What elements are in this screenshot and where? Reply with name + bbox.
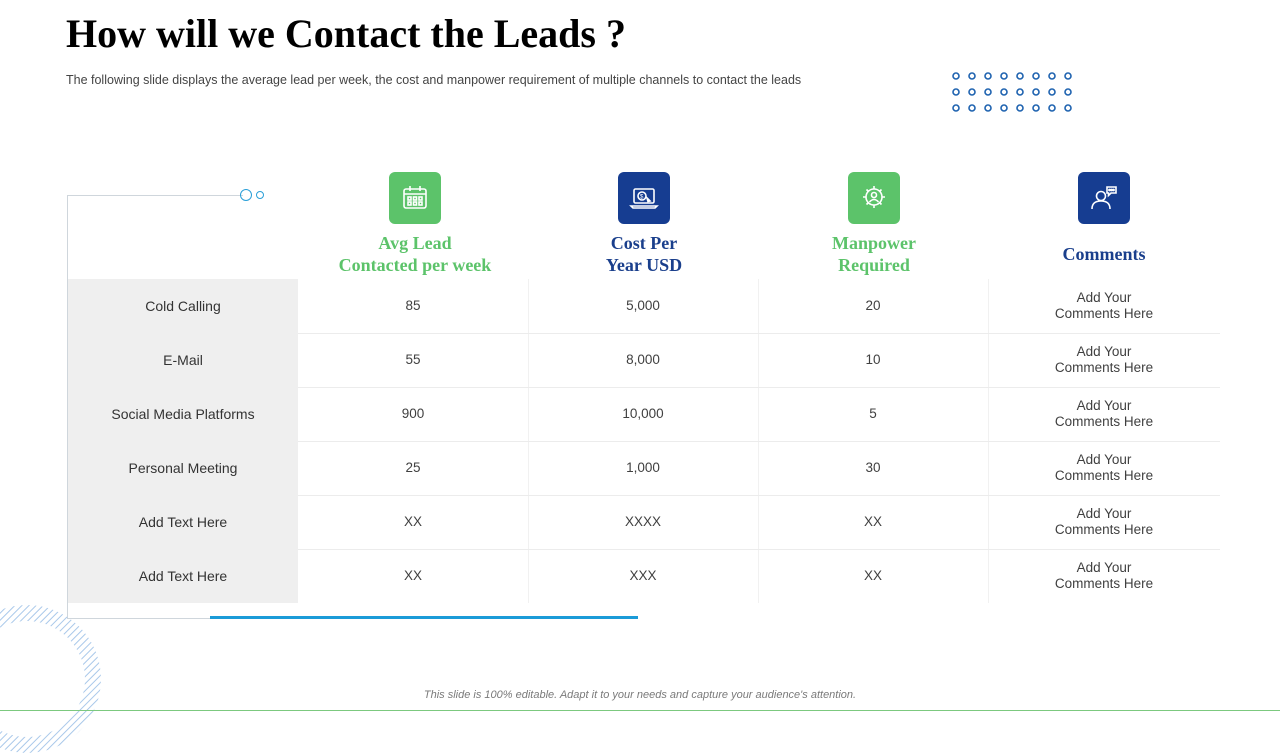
cell-avg-lead: 85 [405, 298, 421, 313]
table-frame-decoration [67, 195, 243, 619]
column-header-comments: Comments [989, 172, 1219, 265]
accent-underline [210, 616, 638, 619]
cell-cost: 8,000 [626, 352, 660, 367]
slide-footer-note: This slide is 100% editable. Adapt it to… [423, 689, 857, 701]
cell-avg-lead: 900 [401, 406, 425, 421]
comment-line1: Add Your [1076, 506, 1132, 521]
column-header-cost: $ Cost Per Year USD [529, 172, 759, 276]
comment-line2: Comments Here [1054, 522, 1154, 537]
frame-circle-decoration [240, 189, 252, 201]
column-label-line2: Required [838, 255, 910, 275]
cell-manpower: XX [863, 514, 882, 529]
column-label-line1: Comments [1062, 244, 1146, 264]
cell-cost: 1,000 [626, 460, 660, 475]
row-divider [298, 387, 1220, 388]
row-label-personal-meeting: Personal Meeting [128, 460, 238, 476]
row-divider [298, 495, 1220, 496]
slide-title: How will we Contact the Leads ? [66, 11, 626, 56]
cell-comments: Add Your Comments Here [988, 495, 1220, 549]
laptop-dollar-icon: $ [618, 172, 670, 224]
gear-person-icon [848, 172, 900, 224]
column-header-manpower: Manpower Required [759, 172, 989, 276]
hatched-circle-decoration [0, 605, 101, 753]
cell-manpower: XX [863, 568, 882, 583]
cell-avg-lead: XX [403, 568, 422, 583]
cell-manpower: 5 [869, 406, 877, 421]
comment-line2: Comments Here [1054, 468, 1154, 483]
comment-line2: Comments Here [1054, 360, 1154, 375]
comment-line1: Add Your [1076, 560, 1132, 575]
row-label-cold-calling: Cold Calling [145, 298, 221, 314]
row-label-email: E-Mail [163, 352, 203, 368]
cell-cost: XXXX [624, 514, 662, 529]
row-divider [298, 549, 1220, 550]
cell-cost: XXX [629, 568, 657, 583]
cell-comments: Add Your Comments Here [988, 279, 1220, 333]
row-label-column [68, 279, 298, 603]
comment-line1: Add Your [1076, 344, 1132, 359]
cell-comments: Add Your Comments Here [988, 549, 1220, 603]
bottom-divider [0, 710, 1280, 711]
column-label-line1: Avg Lead [378, 233, 452, 253]
cell-manpower: 10 [865, 352, 881, 367]
dot-grid-decoration [952, 72, 1072, 112]
cell-avg-lead: 55 [405, 352, 421, 367]
column-header-avg-lead: Avg Lead Contacted per week [300, 172, 530, 276]
cell-avg-lead: XX [403, 514, 422, 529]
comment-line2: Comments Here [1054, 576, 1154, 591]
cell-comments: Add Your Comments Here [988, 387, 1220, 441]
comment-line1: Add Your [1076, 290, 1132, 305]
row-label-placeholder: Add Text Here [138, 568, 228, 584]
comment-line1: Add Your [1076, 452, 1132, 467]
cell-manpower: 30 [865, 460, 881, 475]
column-label-line1: Manpower [832, 233, 916, 253]
cell-comments: Add Your Comments Here [988, 333, 1220, 387]
cell-avg-lead: 25 [405, 460, 421, 475]
cell-manpower: 20 [865, 298, 881, 313]
calendar-icon [389, 172, 441, 224]
frame-circle-decoration [256, 191, 264, 199]
comment-line2: Comments Here [1054, 414, 1154, 429]
row-divider [298, 333, 1220, 334]
slide-subtitle: The following slide displays the average… [66, 73, 802, 87]
svg-text:$: $ [640, 195, 644, 201]
user-chat-icon [1078, 172, 1130, 224]
cell-cost: 10,000 [622, 406, 664, 421]
row-divider [298, 441, 1220, 442]
column-label-line1: Cost Per [610, 233, 678, 253]
column-label-line2: Year USD [605, 255, 683, 275]
cell-comments: Add Your Comments Here [988, 441, 1220, 495]
column-label-line2: Contacted per week [338, 255, 492, 275]
comment-line1: Add Your [1076, 398, 1132, 413]
cell-cost: 5,000 [626, 298, 660, 313]
row-label-social-media: Social Media Platforms [111, 406, 255, 422]
comment-line2: Comments Here [1054, 306, 1154, 321]
row-label-placeholder: Add Text Here [138, 514, 228, 530]
